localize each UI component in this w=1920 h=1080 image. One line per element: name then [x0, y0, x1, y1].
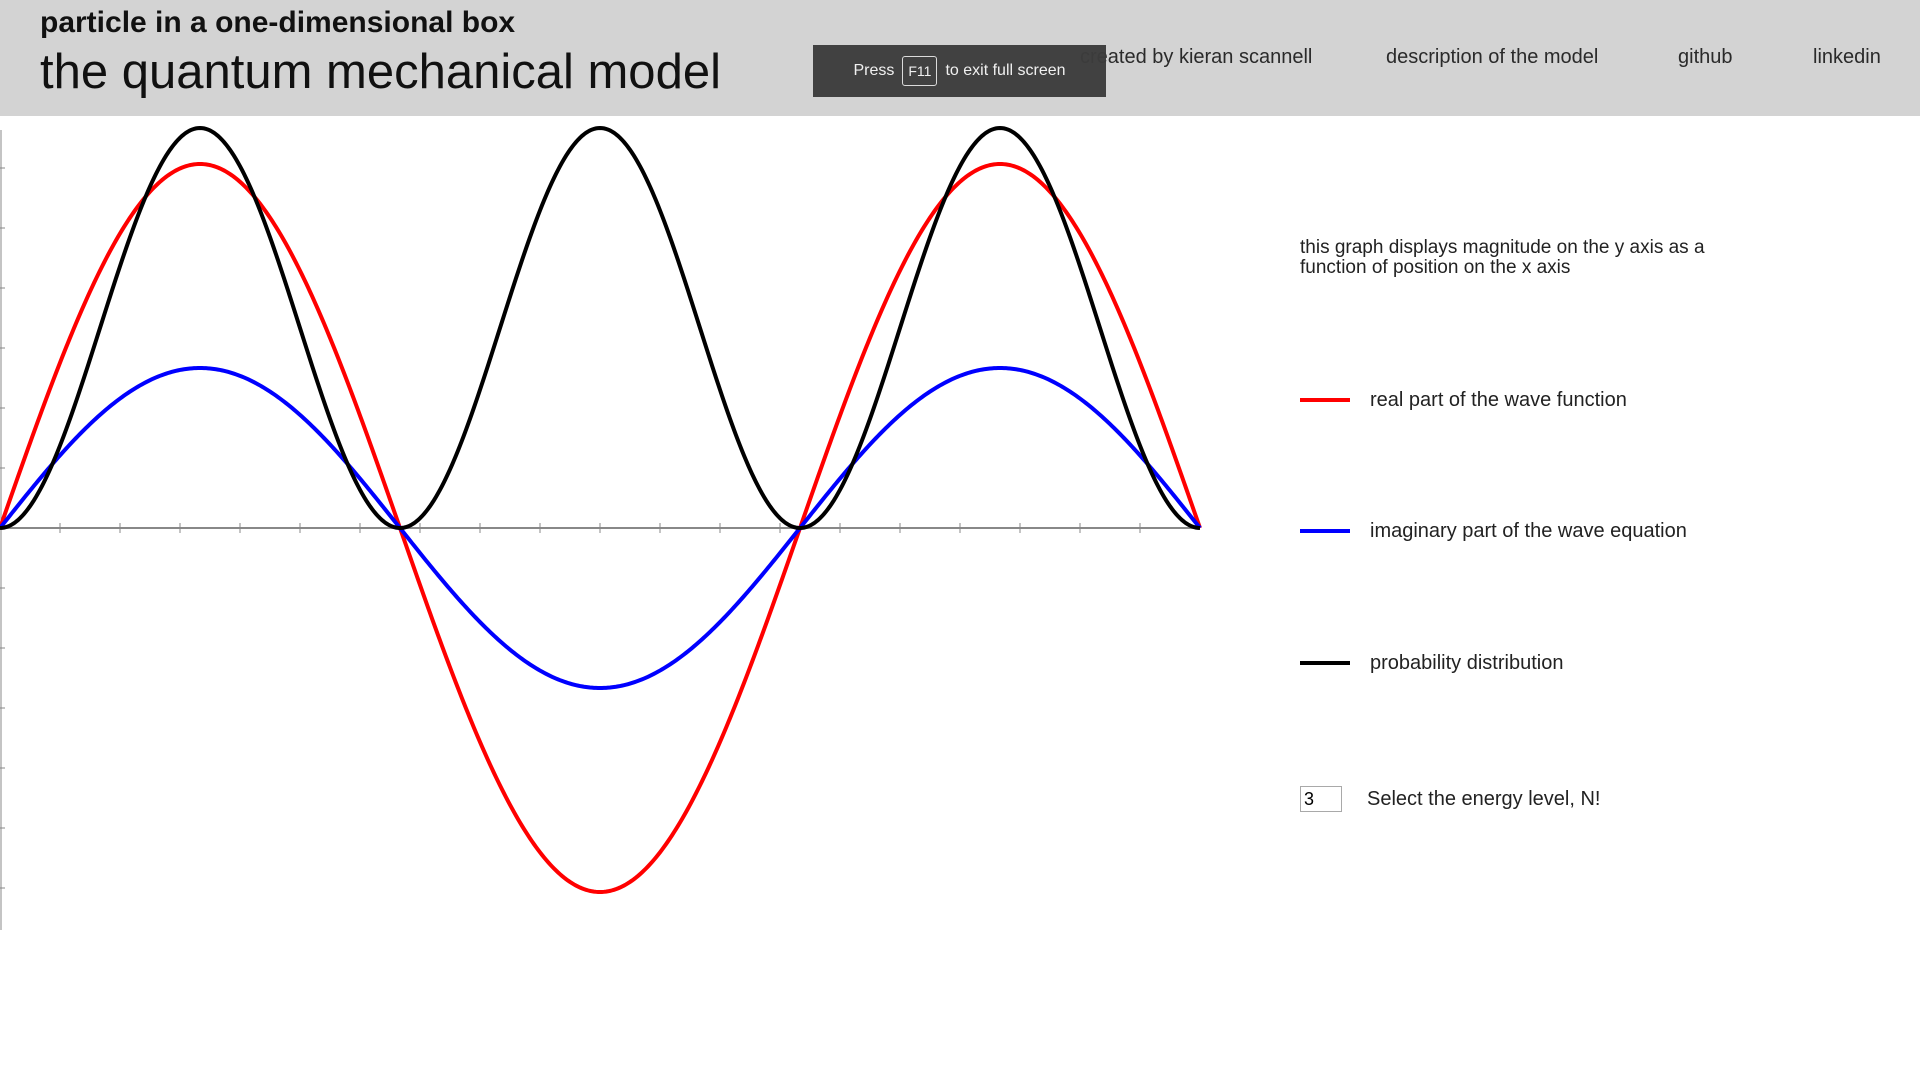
- wave-function-plot: [0, 125, 1202, 930]
- legend-label-probability: probability distribution: [1370, 651, 1564, 674]
- f11-key-icon: F11: [902, 56, 938, 86]
- legend-item-probability: probability distribution: [1300, 648, 1563, 678]
- graph-description: this graph displays magnitude on the y a…: [1300, 237, 1705, 278]
- energy-level-label: Select the energy level, N!: [1367, 787, 1601, 810]
- nav-link-linkedin[interactable]: linkedin: [1813, 46, 1881, 68]
- page-subtitle: particle in a one-dimensional box: [40, 6, 516, 39]
- plot-curves: [0, 125, 1202, 895]
- page-title: the quantum mechanical model: [40, 45, 721, 99]
- fullscreen-notice-prefix: Press: [853, 62, 895, 79]
- legend-swatch-real: [1300, 398, 1350, 402]
- legend-swatch-imaginary: [1300, 529, 1350, 533]
- legend-swatch-probability: [1300, 661, 1350, 665]
- energy-level-control: Select the energy level, N!: [1300, 784, 1600, 814]
- legend-label-real: real part of the wave function: [1370, 388, 1627, 411]
- plot-axes: [0, 130, 1200, 930]
- imaginary-part-curve: [0, 365, 1202, 691]
- legend-item-imaginary: imaginary part of the wave equation: [1300, 516, 1687, 546]
- fullscreen-notice: Press F11 to exit full screen: [813, 45, 1106, 97]
- energy-level-input[interactable]: [1300, 786, 1342, 812]
- real-part-curve: [0, 161, 1202, 895]
- fullscreen-notice-suffix: to exit full screen: [945, 62, 1066, 79]
- nav-link-created-by[interactable]: created by kieran scannell: [1080, 46, 1313, 68]
- legend-item-real: real part of the wave function: [1300, 385, 1627, 415]
- legend-label-imaginary: imaginary part of the wave equation: [1370, 519, 1687, 542]
- probability-curve: [0, 125, 1201, 531]
- nav-link-github[interactable]: github: [1678, 46, 1733, 68]
- nav-link-description[interactable]: description of the model: [1386, 46, 1599, 68]
